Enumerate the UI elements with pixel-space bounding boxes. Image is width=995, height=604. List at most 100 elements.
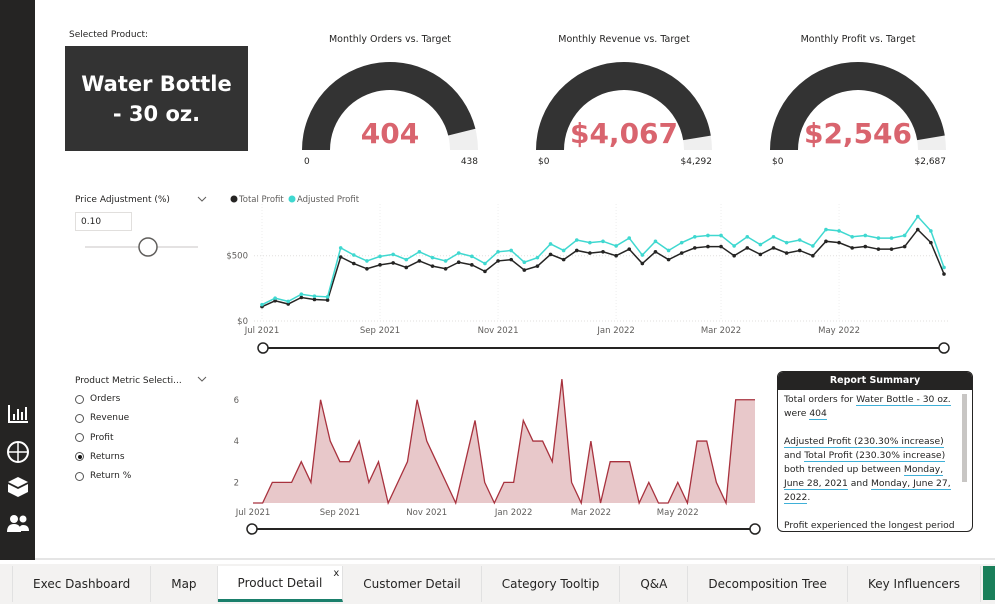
- data-point: [824, 239, 828, 244]
- data-point: [679, 240, 684, 245]
- data-point: [811, 253, 815, 258]
- gauge-value: [536, 62, 711, 150]
- tab-bar: [0, 564, 995, 604]
- sidebar: [0, 0, 35, 560]
- data-point: [601, 249, 605, 254]
- radio-dot[interactable]: [75, 413, 84, 423]
- price-slider-handle[interactable]: [138, 237, 158, 257]
- scrollbar[interactable]: [962, 394, 967, 482]
- data-point: [325, 295, 330, 299]
- data-point: [863, 244, 868, 249]
- data-point: [470, 263, 474, 267]
- slicer-label: Product Metric Selecti...: [75, 376, 182, 386]
- data-point: [902, 244, 907, 249]
- data-point: [876, 236, 881, 240]
- gauge-title: Monthly Profit vs. Target: [801, 34, 916, 45]
- summary-text: .: [807, 492, 811, 503]
- tab[interactable]: Map: [151, 566, 218, 602]
- data-point: [876, 247, 881, 251]
- summary-link: Monday, June 27, 2022: [784, 478, 951, 504]
- slider-handle[interactable]: [938, 342, 950, 354]
- chevron[interactable]: [197, 376, 207, 382]
- data-point: [640, 261, 645, 266]
- data-point: [391, 261, 395, 265]
- data-point: [915, 227, 920, 232]
- radio-label: Revenue: [90, 413, 130, 424]
- data-point: [509, 248, 513, 253]
- summary-text: Total orders for: [784, 394, 857, 405]
- product-card: Water Bottle - 30 oz.: [65, 46, 248, 151]
- data-point: [706, 233, 710, 238]
- data-point: [653, 239, 658, 244]
- data-point: [535, 255, 540, 260]
- radio-option[interactable]: Revenue: [75, 413, 129, 423]
- data-point: [942, 272, 946, 276]
- gauge-value: [770, 61, 945, 150]
- data-point: [404, 265, 409, 270]
- data-point: [797, 238, 802, 242]
- data-point: [430, 255, 435, 260]
- data-point: [837, 229, 841, 233]
- radio-option[interactable]: Return %: [75, 471, 131, 481]
- data-point: [889, 236, 894, 240]
- add-tab[interactable]: +: [983, 566, 995, 600]
- data-point: [745, 234, 750, 239]
- tab[interactable]: Customer Detail: [343, 566, 482, 602]
- data-point: [679, 251, 684, 255]
- tab[interactable]: Key Influencers: [848, 566, 981, 602]
- sidebar-icons: [7, 405, 29, 532]
- radio-option[interactable]: Profit: [75, 433, 113, 443]
- data-point: [915, 214, 920, 219]
- radio-option[interactable]: Returns: [75, 452, 125, 462]
- gauge-value-label: 404: [361, 117, 419, 150]
- data-point: [929, 229, 933, 233]
- tab[interactable]: Exec Dashboard: [13, 566, 152, 602]
- tab[interactable]: Product Detail x: [217, 566, 344, 602]
- data-point: [627, 236, 632, 240]
- data-point: [312, 294, 317, 298]
- tab[interactable]: Decomposition Tree: [688, 566, 848, 602]
- data-point: [260, 302, 264, 307]
- data-point: [299, 292, 304, 297]
- tab[interactable]: Category Tooltip: [482, 566, 621, 602]
- summary-text: were: [784, 408, 810, 419]
- radio-dot[interactable]: [75, 452, 84, 462]
- radio-option[interactable]: Orders: [75, 394, 120, 404]
- tab-list: Exec Dashboard Map Product Detail x Customer…: [0, 566, 995, 602]
- data-point: [666, 257, 671, 262]
- slider-handle[interactable]: [246, 523, 258, 535]
- gauge-tick-label: $0: [538, 157, 550, 167]
- radio-dot[interactable]: [75, 471, 84, 481]
- data-point: [286, 302, 291, 306]
- gauge-title: Monthly Revenue vs. Target: [558, 34, 690, 45]
- gauge-title: Monthly Orders vs. Target: [329, 34, 451, 45]
- gauge-value-label: $2,546: [804, 117, 912, 150]
- data-point: [902, 233, 907, 238]
- data-point: [286, 299, 291, 304]
- data-point: [627, 247, 632, 251]
- summary-paragraph: Total orders for Water Bottle - 30 oz. w…: [784, 393, 958, 421]
- data-point: [574, 238, 579, 242]
- radio-dot[interactable]: [75, 394, 84, 404]
- data-point: [771, 234, 776, 239]
- chevron[interactable]: [197, 196, 207, 202]
- radio-dot[interactable]: [75, 433, 84, 443]
- area-line: [253, 379, 755, 506]
- price-input[interactable]: 0.10: [75, 212, 132, 231]
- legend-marker: [288, 195, 296, 203]
- data-point: [758, 252, 763, 257]
- tab[interactable]: Q&A: [620, 566, 689, 602]
- data-point: [850, 246, 854, 250]
- y-tick-label: 2: [234, 478, 239, 488]
- card-label: Selected Product:: [69, 30, 149, 40]
- slider-handle[interactable]: [257, 342, 269, 354]
- slider-handle[interactable]: [749, 523, 761, 535]
- data-point: [588, 240, 592, 245]
- data-point: [745, 246, 750, 250]
- summary-link: 404: [809, 408, 827, 420]
- data-point: [784, 251, 789, 255]
- data-point: [693, 246, 697, 250]
- tab-scroll[interactable]: [0, 566, 13, 602]
- x-tick-label: Sep 2021: [320, 508, 360, 518]
- tab-close[interactable]: x: [333, 568, 340, 579]
